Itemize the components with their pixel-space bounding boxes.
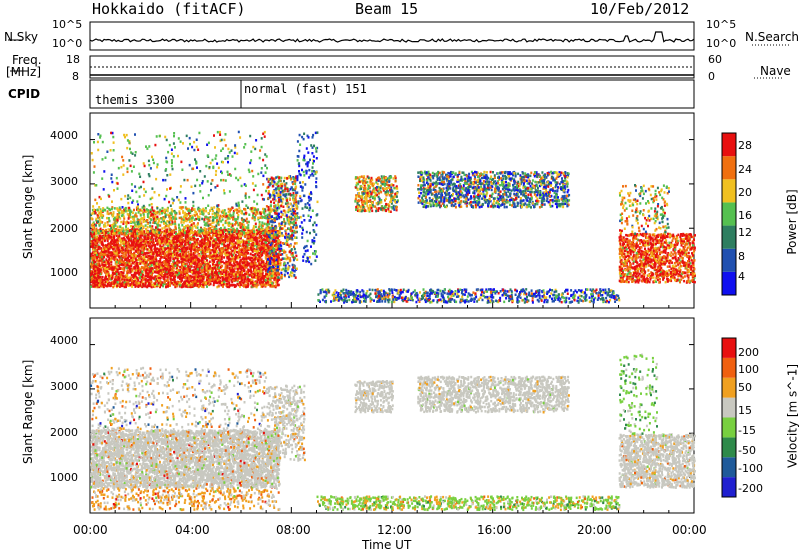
velocity-colorbar-swatch — [722, 378, 736, 398]
power-colorbar-swatch — [722, 226, 736, 249]
velocity-colorbar-swatch — [722, 418, 736, 438]
power-colorbar-swatch — [722, 133, 736, 156]
velocity-colorbar-swatch — [722, 437, 736, 457]
power-colorbar-swatch — [722, 179, 736, 202]
power-colorbar-swatch — [722, 202, 736, 225]
rti-plot — [0, 0, 800, 554]
velocity-colorbar-swatch — [722, 398, 736, 418]
cpid-panel-frame — [90, 80, 694, 108]
velocity-echo-main — [90, 429, 281, 489]
velocity-echo-arc2 — [417, 376, 570, 414]
velocity-colorbar-swatch — [722, 338, 736, 358]
power-colorbar-swatch — [722, 156, 736, 179]
noise-sky-trace — [90, 32, 694, 42]
velocity-colorbar-swatch — [722, 477, 736, 497]
velocity-colorbar-swatch — [722, 358, 736, 378]
noise-panel-frame — [90, 22, 694, 50]
power-colorbar-swatch — [722, 249, 736, 272]
power-colorbar-swatch — [722, 272, 736, 295]
velocity-colorbar-swatch — [722, 457, 736, 477]
